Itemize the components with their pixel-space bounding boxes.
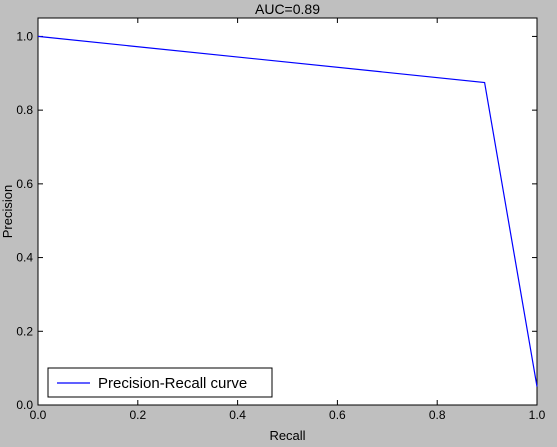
y-tick-label: 0.6 <box>16 177 33 191</box>
y-axis-label: Precision <box>0 185 15 238</box>
chart-title: AUC=0.89 <box>255 1 320 17</box>
x-tick-label: 0.8 <box>429 408 446 422</box>
y-tick-label: 0.8 <box>16 103 33 117</box>
y-tick-label: 0.0 <box>16 398 33 412</box>
x-tick-label: 0.6 <box>329 408 346 422</box>
x-tick-label: 0.2 <box>129 408 146 422</box>
x-tick-labels: 0.0 0.2 0.4 0.6 0.8 1.0 <box>30 408 546 422</box>
series-layer <box>37 35 538 387</box>
plot-area <box>37 17 538 406</box>
x-tick-label: 0.0 <box>30 408 47 422</box>
y-tick-labels: 0.0 0.2 0.4 0.6 0.8 1.0 <box>16 29 33 412</box>
x-tick-label: 1.0 <box>529 408 546 422</box>
x-axis-label: Recall <box>269 428 305 443</box>
legend-entry-label: Precision-Recall curve <box>98 375 247 392</box>
y-tick-label: 0.4 <box>16 251 33 265</box>
y-tick-label: 0.2 <box>16 324 33 338</box>
series-line-0 <box>37 35 538 387</box>
y-tick-label: 1.0 <box>16 29 33 43</box>
x-tick-label: 0.4 <box>229 408 246 422</box>
legend: Precision-Recall curve <box>47 367 273 398</box>
